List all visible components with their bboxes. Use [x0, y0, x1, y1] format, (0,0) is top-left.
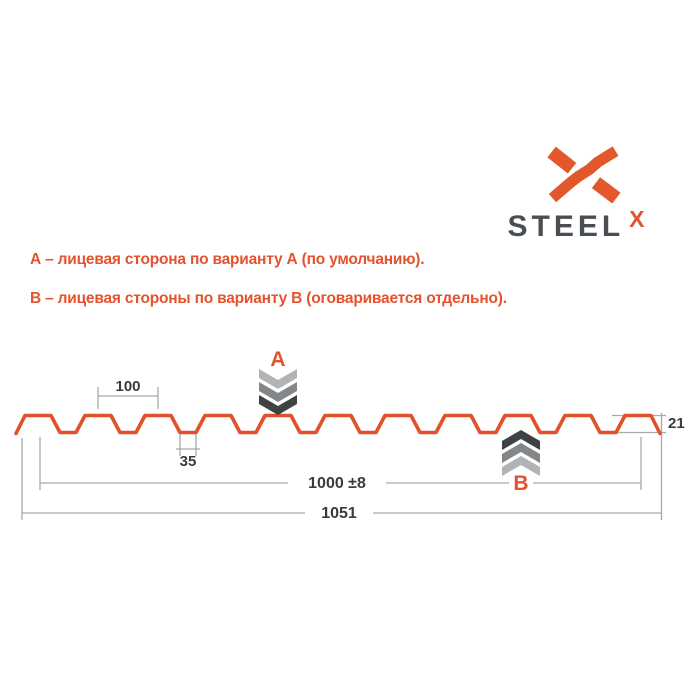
note-face-b: В – лицевая стороны по варианту В (огова…	[30, 290, 507, 307]
note-face-a: А – лицевая сторона по варианту А (по ум…	[30, 251, 425, 268]
chevron-a-0	[259, 369, 297, 389]
dim-height-value: 21	[668, 415, 685, 432]
label-mask-overall	[305, 503, 373, 522]
logo-s-diagonal	[548, 146, 619, 203]
label-mask-working	[288, 473, 386, 492]
dim-overall-value: 1051	[321, 505, 357, 522]
logo-arm-top-left	[547, 146, 577, 174]
face-a-arrows-icon	[259, 369, 297, 415]
face-b-label: B	[513, 472, 528, 495]
sheet-profile-outline	[14, 413, 662, 436]
face-b-arrows-icon	[502, 430, 540, 476]
dimension-lines	[21, 387, 666, 520]
logo-brand: STEEL	[507, 210, 625, 243]
logo-arm-bottom-right	[591, 177, 621, 204]
steelx-logo: STEEL X	[492, 146, 660, 242]
chevron-a-2	[259, 395, 297, 415]
chevron-b-2	[502, 456, 540, 476]
chevron-b-1	[502, 443, 540, 463]
dim-valley-value: 35	[180, 453, 197, 470]
chevron-b-0	[502, 430, 540, 450]
dim-pitch-value: 100	[115, 378, 140, 395]
chevron-a-1	[259, 382, 297, 402]
logo-brand-sup: X	[629, 206, 645, 232]
face-a-label: A	[270, 348, 285, 371]
label-mask-face-b	[509, 471, 533, 491]
logo-wordmark: STEEL X	[492, 208, 660, 243]
steelx-x-icon	[547, 146, 621, 204]
dim-working-value: 1000 ±8	[308, 475, 366, 492]
